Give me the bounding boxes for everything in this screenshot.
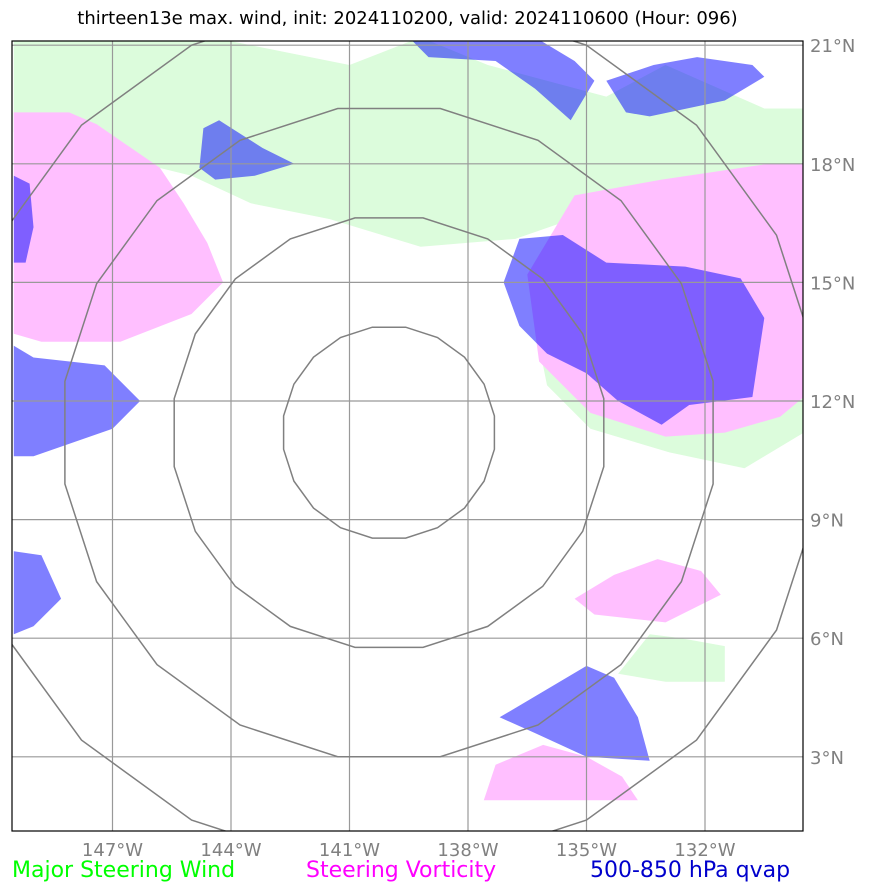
legend-qvap: 500-850 hPa qvap xyxy=(590,858,791,883)
lat-tick-label-0: 3°N xyxy=(810,748,844,769)
lon-tick-label-4: 135°W xyxy=(556,840,617,861)
lat-tick-label-5: 18°N xyxy=(810,155,855,176)
lon-tick-label-2: 141°W xyxy=(319,840,380,861)
lat-tick-label-1: 6°N xyxy=(810,629,844,650)
legend-steering-vorticity: Steering Vorticity xyxy=(306,858,497,883)
map-frame xyxy=(11,40,804,832)
layer-2-polygon-3 xyxy=(199,120,295,180)
layer-0-polygon-2 xyxy=(618,634,725,682)
map-title: thirteen13e max. wind, init: 2024110200,… xyxy=(77,8,738,29)
legend-major-steering-wind: Major Steering Wind xyxy=(12,858,236,883)
layer-2-polygon-2 xyxy=(13,551,62,635)
layer-1-polygon-3 xyxy=(483,744,638,801)
layer-1-polygon-2 xyxy=(574,559,721,623)
layer-2-polygon-7 xyxy=(499,665,650,761)
layer-2-polygon-5 xyxy=(606,57,765,117)
range-ring-3 xyxy=(12,41,803,831)
lon-tick-label-3: 138°W xyxy=(437,840,498,861)
layer-1-polygon-0 xyxy=(13,112,224,342)
lon-tick-label-5: 132°W xyxy=(674,840,735,861)
layer-2-polygon-4 xyxy=(412,41,595,121)
lon-tick-label-1: 144°W xyxy=(200,840,261,861)
layer-2-polygon-8 xyxy=(230,41,231,42)
range-ring-0 xyxy=(282,326,496,539)
lat-tick-label-6: 21°N xyxy=(810,36,855,57)
lon-tick-label-0: 147°W xyxy=(82,840,143,861)
range-ring-1 xyxy=(173,217,605,649)
lat-tick-label-4: 15°N xyxy=(810,273,855,294)
lat-tick-label-2: 9°N xyxy=(810,511,844,532)
range-rings xyxy=(12,41,803,831)
tick-labels: 147°W 144°W 141°W 138°W 135°W 132°W 3°N 6°N 9°N 1… xyxy=(82,36,855,861)
map-layers xyxy=(13,41,803,801)
lat-tick-label-3: 12°N xyxy=(810,392,855,413)
range-ring-2 xyxy=(64,107,714,758)
